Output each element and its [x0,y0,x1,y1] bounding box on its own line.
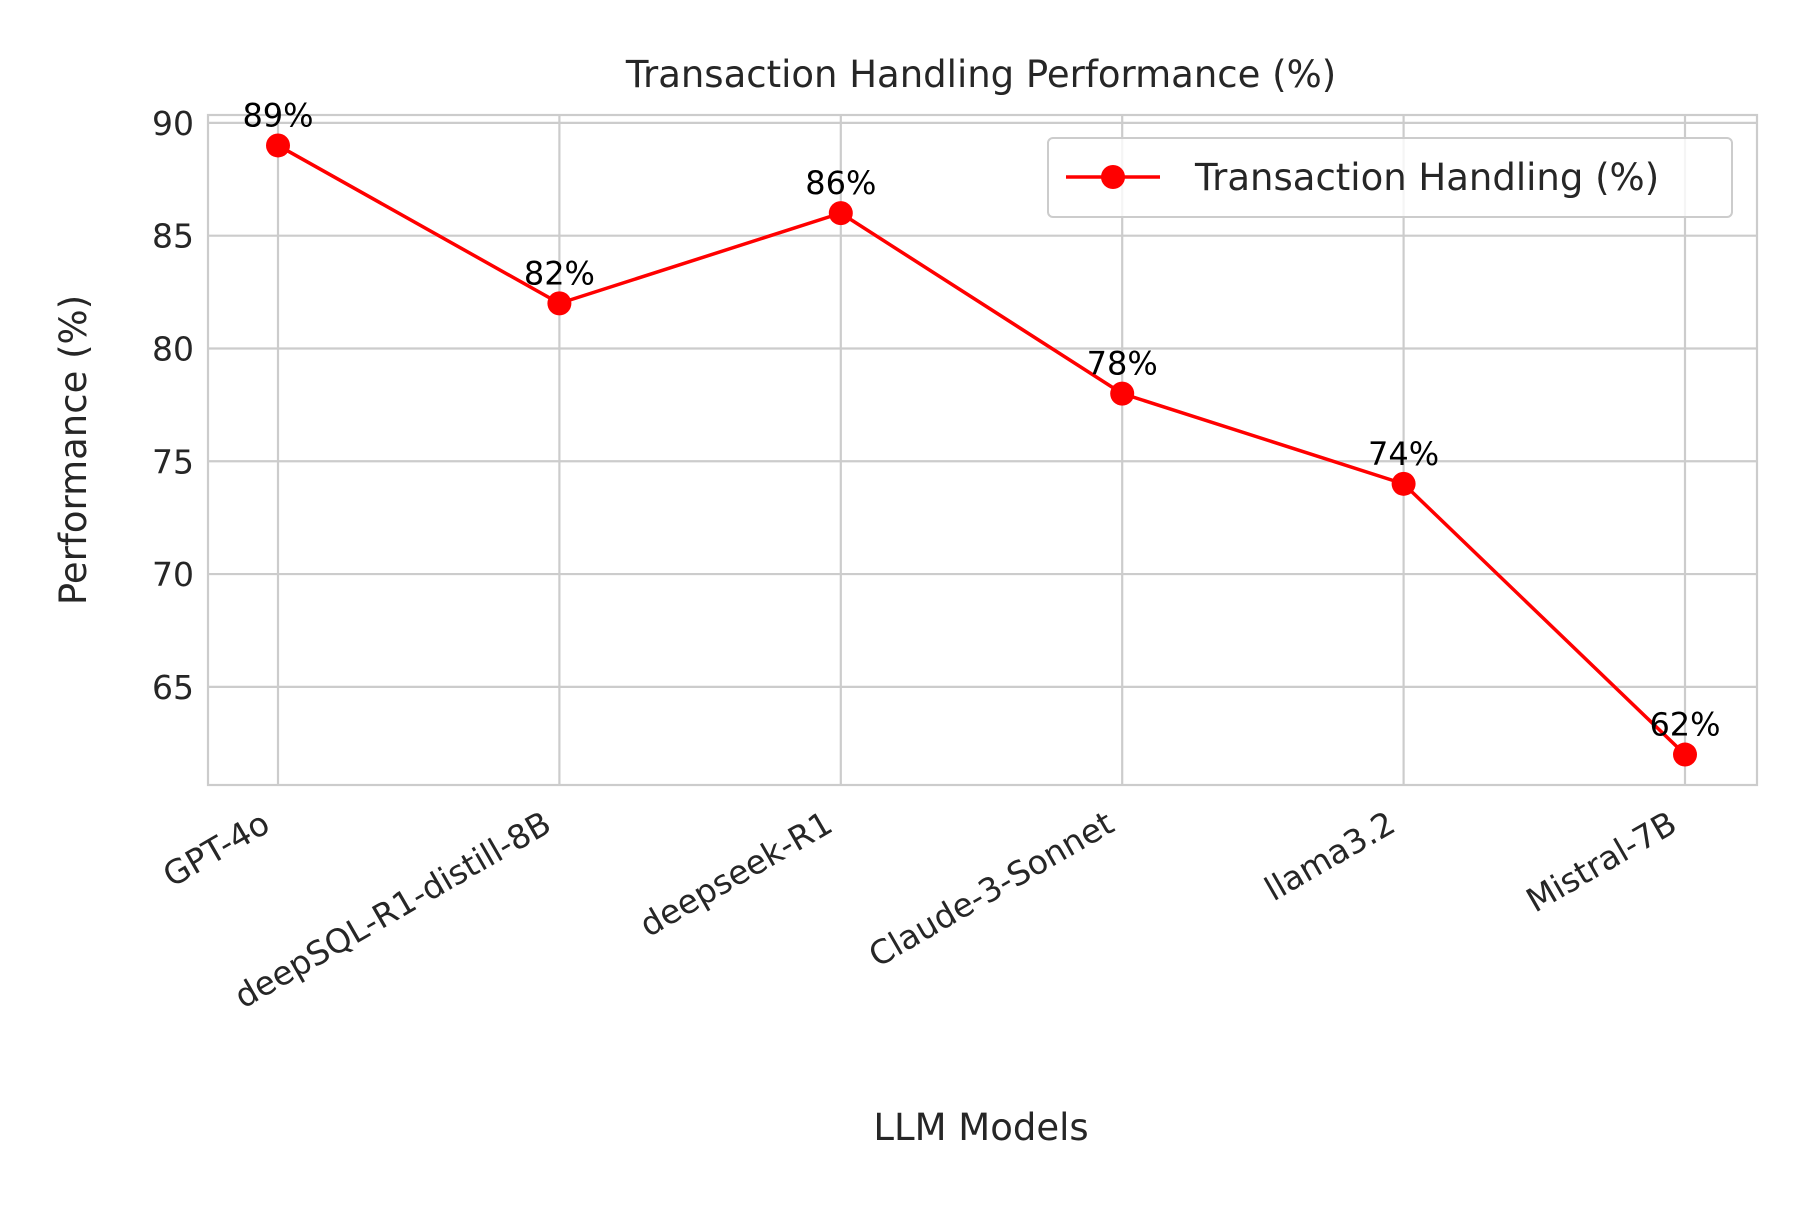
series-line [277,143,1687,756]
y-tick-label: 65 [152,668,194,707]
plot-frame [206,113,1759,787]
data-point [547,291,572,316]
y-tick-label: 80 [152,329,194,368]
data-point [1110,381,1135,406]
legend-label: Transaction Handling (%) [1194,156,1659,199]
x-axis-label: LLM Models [873,1106,1088,1149]
data-point [266,133,290,158]
data-label: 86% [805,164,876,202]
series-layer [266,133,1697,767]
data-label: 89% [242,96,313,134]
data-label: 74% [1368,435,1439,473]
data-label: 82% [524,254,595,292]
legend-point-marker [1101,165,1125,189]
legend: Transaction Handling (%) [1047,137,1733,218]
data-labels: 89% 82% 86% 78% 74% 62% [242,96,1720,743]
data-point [1391,471,1416,496]
legend-box [1047,137,1733,218]
data-label: 62% [1649,706,1720,744]
chart-title: Transaction Handling Performance (%) [625,53,1336,96]
data-label: 78% [1087,345,1158,383]
data-point [1673,742,1697,767]
grid-lines [208,115,1757,785]
y-tick-label: 70 [152,555,194,594]
y-tick-labels: 65 70 75 80 85 90 [152,104,194,707]
y-tick-label: 75 [152,442,194,481]
y-axis-label: Performance (%) [52,295,95,605]
data-point [828,201,853,226]
y-tick-label: 85 [152,217,194,256]
y-tick-label: 90 [152,104,194,143]
